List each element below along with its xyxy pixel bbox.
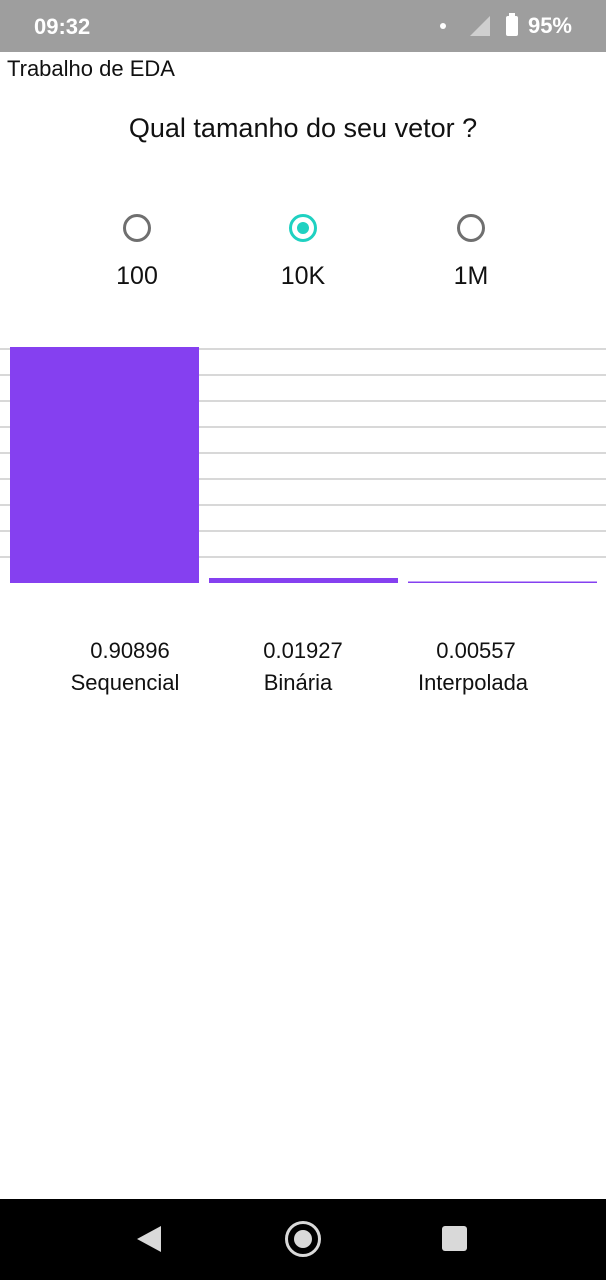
home-icon[interactable]	[285, 1221, 321, 1257]
vector-size-radio-group: 100 10K 1M	[0, 210, 606, 310]
radio-option-1m[interactable]: 1M	[411, 210, 531, 291]
radio-option-10k[interactable]: 10K	[243, 210, 363, 291]
category-label-interpolada: Interpolada	[417, 670, 529, 695]
notification-dot-icon	[439, 23, 446, 29]
signal-icon	[469, 16, 490, 36]
search-time-bar-chart	[0, 347, 606, 583]
status-icons: 95%	[439, 13, 572, 39]
app-title: Trabalho de EDA	[7, 56, 175, 81]
radio-label-10k: 10K	[280, 262, 326, 290]
status-time: 09:32	[34, 14, 91, 39]
radio-button-10k[interactable]	[289, 214, 317, 242]
bar-interpolada	[408, 581, 597, 583]
system-nav-bar	[0, 1199, 606, 1280]
radio-label-1m: 1M	[453, 262, 489, 290]
bar-binaria	[209, 577, 398, 583]
battery-percent: 95%	[527, 13, 572, 38]
radio-button-100[interactable]	[123, 214, 151, 242]
status-bar: 09:32 95%	[0, 0, 606, 52]
value-label-binaria: 0.01927	[263, 638, 343, 663]
radio-label-100: 100	[116, 262, 158, 290]
value-label-sequencial: 0.90896	[90, 638, 170, 663]
radio-button-1m[interactable]	[457, 214, 485, 242]
question-heading: Qual tamanho do seu vetor ?	[128, 113, 478, 143]
back-icon[interactable]	[137, 1226, 161, 1252]
radio-option-100[interactable]: 100	[77, 210, 197, 291]
battery-icon	[505, 13, 518, 36]
value-label-interpolada: 0.00557	[436, 638, 516, 663]
category-label-binaria: Binária	[263, 670, 333, 695]
category-label-sequencial: Sequencial	[70, 670, 180, 695]
bar-sequencial	[10, 347, 199, 583]
recent-apps-icon[interactable]	[442, 1226, 467, 1251]
